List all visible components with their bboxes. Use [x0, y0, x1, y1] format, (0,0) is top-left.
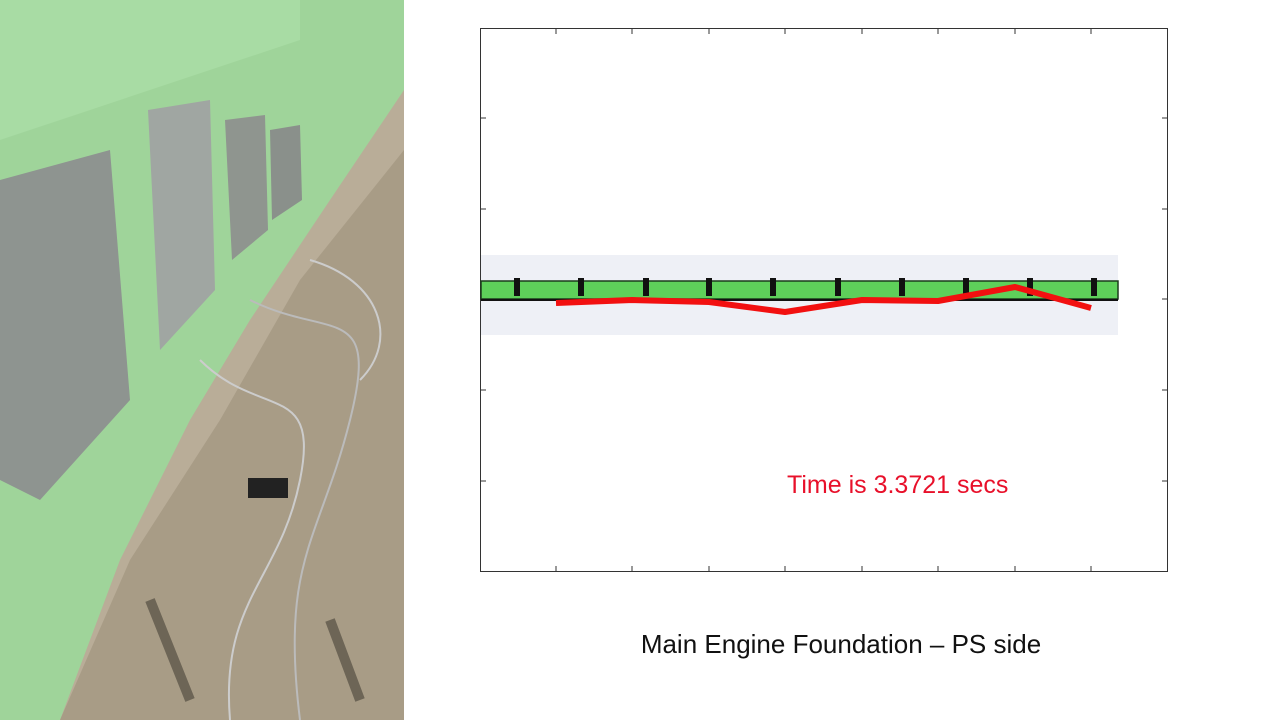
- post: [643, 278, 649, 296]
- beam-posts: [514, 278, 1097, 296]
- post: [706, 278, 712, 296]
- deflection-line: [555, 284, 1092, 315]
- cable: [199, 359, 305, 720]
- post: [1091, 278, 1097, 296]
- cover-panel: [225, 115, 268, 260]
- sensor: [248, 478, 288, 498]
- post: [514, 278, 520, 296]
- post: [1027, 278, 1033, 296]
- floor-stain: [145, 598, 365, 702]
- cable: [309, 259, 382, 381]
- slide-caption: Main Engine Foundation – PS side: [641, 629, 1041, 659]
- floor: [60, 150, 404, 720]
- post: [835, 278, 841, 296]
- post: [770, 278, 776, 296]
- engine-photo: [0, 0, 404, 720]
- cable: [249, 299, 360, 720]
- post: [578, 278, 584, 296]
- engine-top: [0, 0, 300, 140]
- cover-panel: [0, 150, 130, 500]
- post: [899, 278, 905, 296]
- cover-panel: [270, 125, 302, 220]
- ticks: [480, 28, 1168, 572]
- post: [963, 278, 969, 296]
- tick-marks: [480, 28, 1168, 572]
- time-annotation: Time is 3.3721 secs: [787, 471, 1008, 499]
- cover-panel: [148, 100, 215, 350]
